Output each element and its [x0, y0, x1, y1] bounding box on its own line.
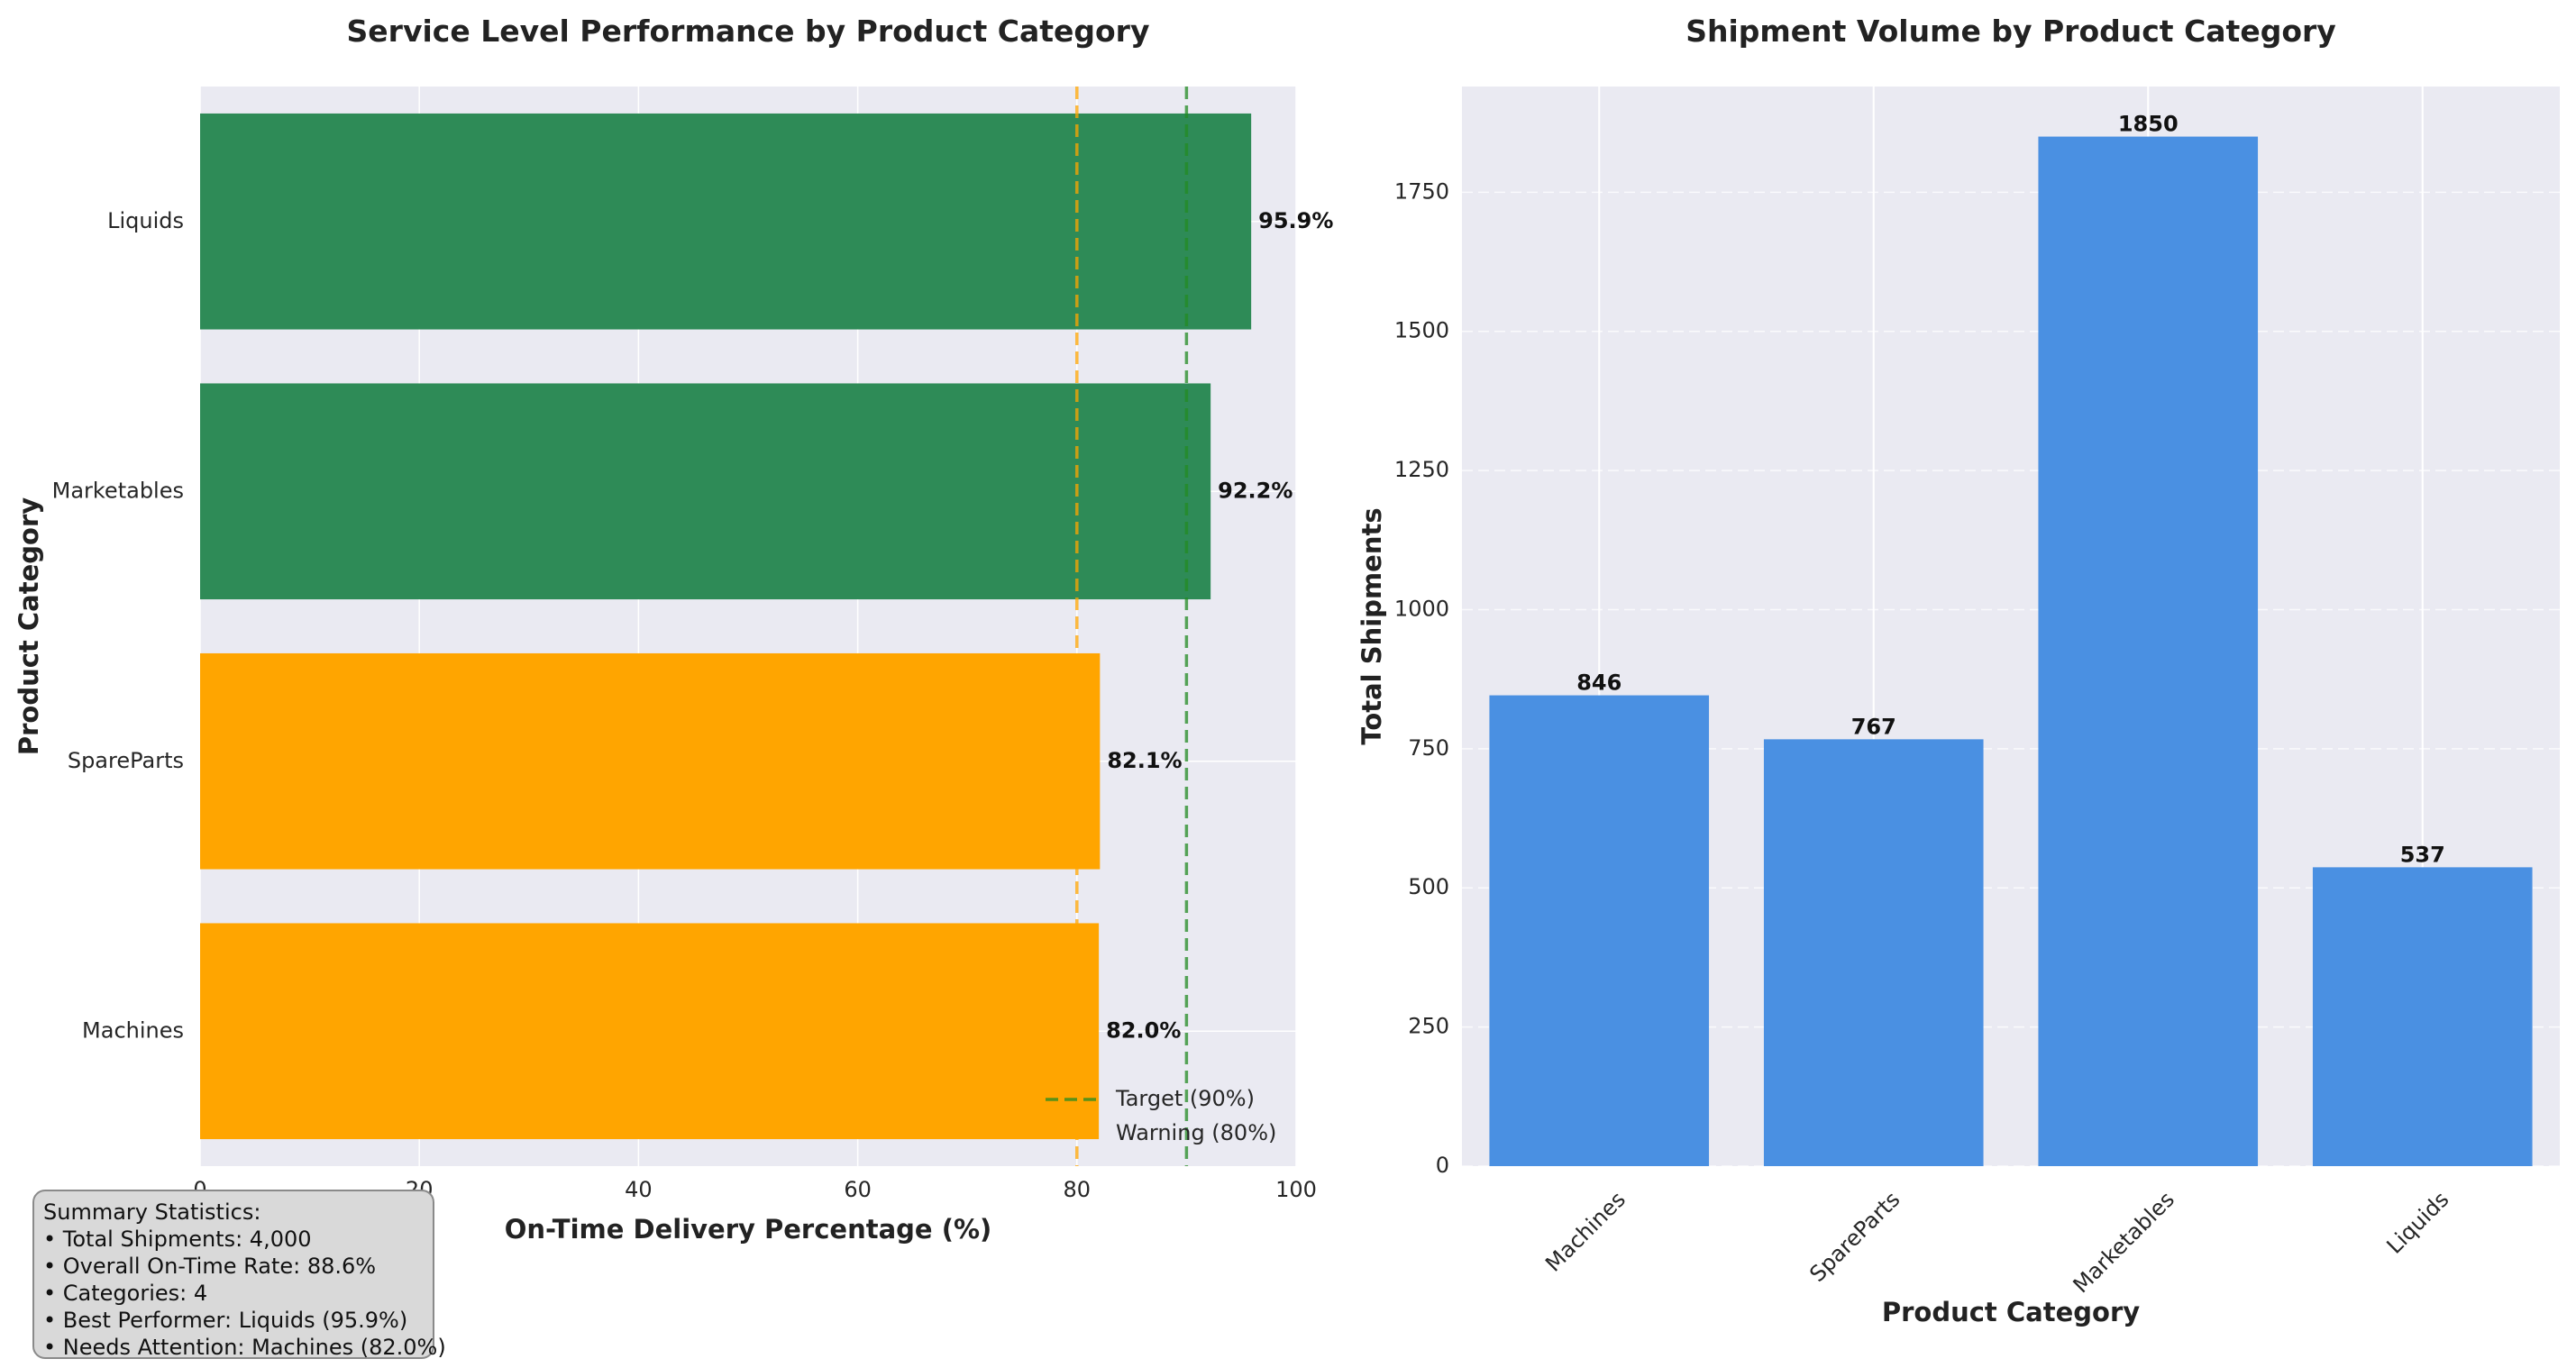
bar-spareparts — [1763, 739, 1984, 1166]
x-tick-label: 80 — [1064, 1177, 1092, 1202]
service-level-chart: 82.0%82.1%92.2%95.9% MachinesSparePartsM… — [14, 14, 1333, 1245]
y-tick-label: 0 — [1436, 1153, 1449, 1178]
legend-label: Target (90%) — [1115, 1086, 1255, 1111]
x-tick-label: 100 — [1275, 1177, 1317, 1202]
value-label: 767 — [1851, 714, 1896, 739]
x-tick-label: 40 — [625, 1177, 653, 1202]
y-tick-label: 1750 — [1394, 178, 1449, 204]
value-label: 537 — [2400, 842, 2445, 867]
summary-heading: Summary Statistics: — [43, 1199, 261, 1225]
value-label: 92.2% — [1218, 478, 1293, 503]
y-tick-label: 500 — [1408, 874, 1449, 899]
y-tick-labels: 0 250 500 750 1000 1250 1500 1750 — [1394, 178, 1449, 1178]
bar-liquids — [2312, 867, 2533, 1166]
x-axis-label: On-Time Delivery Percentage (%) — [505, 1214, 992, 1245]
bar-liquids — [200, 113, 1252, 330]
x-tick-label: Machines — [1540, 1187, 1631, 1277]
value-label: 846 — [1576, 670, 1621, 696]
x-tick-label: SpareParts — [1804, 1187, 1905, 1287]
reference-lines — [1075, 87, 1189, 1166]
summary-line: • Best Performer: Liquids (95.9%) — [43, 1308, 408, 1333]
legend-label: Warning (80%) — [1116, 1120, 1276, 1145]
y-tick-label: 1000 — [1394, 596, 1449, 621]
x-tick-labels: Machines SpareParts Marketables Liquids — [1540, 1187, 2453, 1298]
bar-machines — [200, 923, 1100, 1140]
shipment-volume-chart: 846 767 1850 537 0 250 500 750 1000 1250 1500 1750… — [1357, 14, 2560, 1327]
bar-marketables — [200, 383, 1211, 600]
chart-title: Shipment Volume by Product Category — [1685, 14, 2336, 49]
summary-line: • Needs Attention: Machines (82.0%) — [43, 1335, 446, 1360]
y-tick-label: SpareParts — [68, 748, 184, 773]
y-tick-label: Liquids — [107, 208, 184, 233]
chart-title: Service Level Performance by Product Cat… — [347, 14, 1150, 49]
value-label: 82.1% — [1107, 748, 1182, 773]
summary-line: • Overall On-Time Rate: 88.6% — [43, 1254, 377, 1279]
legend: Target (90%) Warning (80%) — [1046, 1086, 1276, 1145]
bar-machines — [1489, 695, 1710, 1166]
y-tick-label: Marketables — [52, 478, 184, 503]
bars — [1489, 136, 2533, 1167]
value-labels: 846 767 1850 537 — [1576, 112, 2445, 868]
y-tick-label: 1250 — [1394, 457, 1449, 482]
summary-statistics-box: Summary Statistics: • Total Shipments: 4… — [32, 1190, 446, 1360]
x-tick-label: 60 — [844, 1177, 872, 1202]
summary-line: • Categories: 4 — [43, 1281, 208, 1306]
bar-spareparts — [200, 652, 1101, 870]
y-axis-label: Product Category — [14, 497, 44, 755]
value-label: 1850 — [2118, 112, 2179, 137]
summary-line: • Total Shipments: 4,000 — [43, 1227, 312, 1252]
y-tick-labels: Machines SpareParts Marketables Liquids — [52, 208, 184, 1044]
bar-marketables — [2038, 136, 2259, 1167]
y-tick-label: Machines — [82, 1017, 184, 1043]
y-tick-label: 1500 — [1394, 318, 1449, 343]
y-tick-label: 250 — [1408, 1014, 1449, 1039]
value-labels: 82.0% 82.1% 92.2% 95.9% — [1106, 208, 1333, 1044]
value-label: 82.0% — [1106, 1017, 1181, 1043]
x-axis-label: Product Category — [1882, 1297, 2140, 1327]
y-tick-label: 750 — [1408, 735, 1449, 761]
x-tick-label: Marketables — [2069, 1187, 2179, 1298]
value-label: 95.9% — [1258, 208, 1333, 233]
x-tick-label: Liquids — [2382, 1187, 2454, 1259]
y-axis-label: Total Shipments — [1357, 507, 1387, 744]
